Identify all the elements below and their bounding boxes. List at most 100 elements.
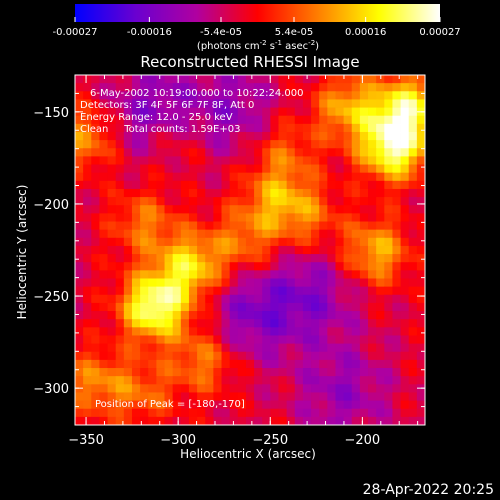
heatmap-cell: [327, 99, 336, 108]
heatmap-cell: [392, 180, 401, 190]
heatmap-cell: [245, 294, 255, 304]
heatmap-cell: [270, 237, 279, 247]
heatmap-cell: [319, 115, 328, 125]
heatmap-cell: [245, 75, 255, 84]
heatmap-cell: [148, 188, 157, 198]
heatmap-cell: [254, 343, 263, 353]
heatmap-cell: [335, 221, 345, 231]
heatmap-cell: [311, 188, 320, 198]
heatmap-cell: [172, 262, 182, 271]
heatmap-cell: [262, 91, 271, 100]
heatmap-cell: [148, 107, 157, 117]
heatmap-cell: [91, 368, 100, 377]
heatmap-cell: [180, 229, 190, 239]
heatmap-cell: [75, 180, 84, 190]
heatmap-cell: [302, 294, 312, 304]
heatmap-cell: [156, 91, 165, 100]
heatmap-cell: [99, 302, 108, 312]
heatmap-cell: [311, 368, 320, 377]
heatmap-cell: [254, 123, 263, 133]
heatmap-cell: [245, 368, 255, 377]
heatmap-cell: [254, 107, 263, 117]
heatmap-cell: [237, 131, 247, 141]
heatmap-cell: [156, 221, 165, 231]
heatmap-cell: [140, 254, 149, 263]
heatmap-cell: [262, 351, 271, 361]
heatmap-cell: [140, 115, 149, 125]
heatmap-cell: [327, 229, 336, 239]
heatmap-cell: [368, 270, 377, 279]
heatmap-cell: [343, 221, 353, 231]
heatmap-cell: [123, 221, 133, 231]
heatmap-cell: [83, 278, 92, 288]
heatmap-cell: [172, 286, 182, 296]
heatmap-cell: [99, 359, 108, 369]
heatmap-cell: [343, 115, 353, 125]
heatmap-cell: [188, 270, 198, 279]
heatmap-cell: [302, 221, 312, 231]
heatmap-cell: [205, 368, 214, 377]
heatmap-cell: [286, 416, 296, 425]
heatmap-cell: [221, 278, 231, 288]
heatmap-cell: [237, 254, 247, 263]
heatmap-cell: [335, 107, 345, 117]
heatmap-cell: [172, 213, 182, 222]
heatmap-cell: [245, 164, 255, 174]
heatmap-image: [75, 75, 425, 425]
heatmap-cell: [237, 172, 247, 182]
heatmap-cell: [131, 302, 141, 312]
heatmap-cell: [213, 180, 222, 190]
heatmap-cell: [107, 188, 117, 198]
x-axis-label: Heliocentric X (arcsec): [180, 447, 316, 461]
heatmap-cell: [99, 99, 108, 108]
heatmap-cell: [188, 368, 198, 377]
heatmap-cell: [327, 140, 336, 149]
heatmap-cell: [400, 319, 410, 328]
heatmap-cell: [270, 99, 279, 108]
heatmap-cell: [180, 75, 190, 84]
heatmap-cell: [115, 131, 125, 141]
heatmap-cell: [221, 270, 231, 279]
heatmap-cell: [197, 408, 206, 418]
heatmap-cell: [83, 343, 92, 353]
heatmap-cell: [384, 131, 393, 141]
heatmap-cell: [262, 302, 271, 312]
heatmap-cell: [99, 156, 108, 165]
heatmap-cell: [376, 245, 385, 255]
heatmap-cell: [91, 180, 100, 190]
heatmap-cell: [376, 270, 385, 279]
heatmap-cell: [188, 148, 198, 157]
heatmap-cell: [294, 384, 304, 393]
heatmap-cell: [229, 123, 239, 133]
heatmap-cell: [408, 278, 418, 288]
heatmap-cell: [205, 180, 214, 190]
heatmap-cell: [392, 335, 401, 345]
heatmap-cell: [254, 83, 263, 92]
heatmap-cell: [188, 237, 198, 247]
heatmap-cell: [254, 180, 263, 190]
heatmap-cell: [319, 254, 328, 263]
heatmap-cell: [148, 278, 157, 288]
heatmap-cell: [286, 99, 296, 108]
heatmap-cell: [319, 343, 328, 353]
heatmap-cell: [400, 180, 410, 190]
heatmap-cell: [172, 75, 182, 84]
heatmap-cell: [123, 245, 133, 255]
heatmap-cell: [408, 83, 418, 92]
heatmap-cell: [148, 164, 157, 174]
heatmap-cell: [294, 286, 304, 296]
heatmap-cell: [278, 376, 288, 385]
heatmap-cell: [400, 140, 410, 149]
heatmap-cell: [99, 172, 108, 182]
heatmap-cell: [164, 270, 174, 279]
heatmap-cell: [123, 278, 133, 288]
heatmap-cell: [294, 400, 304, 410]
heatmap-cell: [245, 180, 255, 190]
heatmap-cell: [278, 131, 288, 141]
heatmap-cell: [180, 368, 190, 377]
heatmap-cell: [294, 351, 304, 361]
heatmap-cell: [254, 245, 263, 255]
heatmap-cell: [376, 302, 385, 312]
heatmap-cell: [254, 262, 263, 271]
heatmap-cell: [262, 156, 271, 165]
